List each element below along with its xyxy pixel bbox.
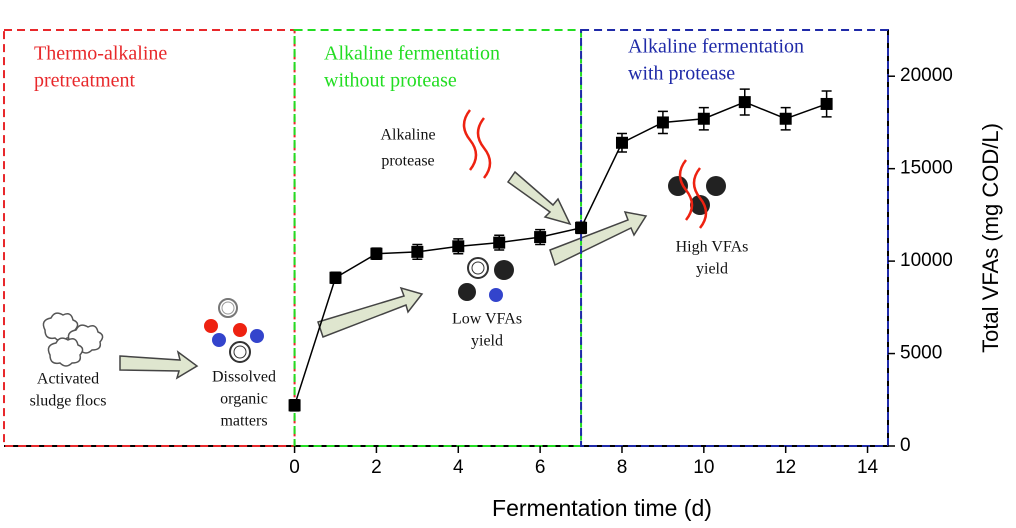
y-tick-label: 5000: [900, 343, 942, 364]
marker: [738, 96, 751, 109]
y-tick-label: 0: [900, 435, 911, 456]
illustrations: [42, 109, 726, 380]
protease-squiggle: [462, 109, 492, 179]
marker: [452, 240, 465, 253]
marker: [697, 112, 710, 125]
x-tick-label: 2: [371, 457, 382, 478]
x-tick-label: 4: [453, 457, 464, 478]
note: matters: [220, 413, 267, 430]
particles-1: [204, 298, 264, 363]
arrow: [119, 350, 199, 380]
marker: [329, 271, 342, 284]
x-tick-label: 14: [857, 457, 879, 478]
x-tick-label: 0: [289, 457, 300, 478]
x-tick-label: 8: [617, 457, 628, 478]
note: Alkaline: [380, 127, 435, 144]
note: organic: [220, 391, 268, 408]
region-box: [580, 29, 889, 447]
x-axis-title: Fermentation time (d): [492, 495, 712, 521]
x-tick-label: 10: [693, 457, 714, 478]
y-tick-label: 15000: [900, 158, 953, 179]
note: Dissolved: [212, 369, 276, 386]
note: Activated: [37, 371, 99, 388]
marker: [779, 112, 792, 125]
region-label: Thermo-alkaline: [34, 43, 167, 65]
region-label: without protease: [324, 70, 457, 92]
note: Low VFAs: [452, 311, 522, 328]
marker: [493, 236, 506, 249]
y-tick-label: 20000: [900, 65, 953, 86]
arrow: [549, 211, 648, 267]
note: protease: [381, 153, 434, 170]
marker: [288, 399, 301, 412]
marker: [370, 247, 383, 260]
note: yield: [696, 261, 728, 278]
y-tick-label: 10000: [900, 250, 953, 271]
y-axis-title: Total VFAs (mg COD/L): [978, 123, 1003, 353]
arrow: [506, 170, 572, 226]
region-label: with protease: [628, 63, 735, 85]
note: High VFAs: [676, 239, 749, 256]
arrow: [317, 286, 424, 338]
particles-3: [668, 159, 726, 229]
sludge-flocs: [42, 312, 104, 367]
marker: [411, 245, 424, 258]
region-label: pretreatment: [34, 70, 135, 92]
note: yield: [471, 333, 503, 350]
x-tick-label: 12: [775, 457, 796, 478]
marker: [820, 97, 833, 110]
x-tick-label: 6: [535, 457, 546, 478]
marker: [656, 116, 669, 129]
marker: [575, 221, 588, 234]
particles-2: [458, 257, 514, 302]
region-label: Alkaline fermentation: [628, 36, 804, 58]
note: sludge flocs: [30, 393, 107, 410]
marker: [615, 136, 628, 149]
series-line: [293, 101, 827, 406]
marker: [534, 231, 547, 244]
region-label: Alkaline fermentation: [324, 43, 500, 65]
